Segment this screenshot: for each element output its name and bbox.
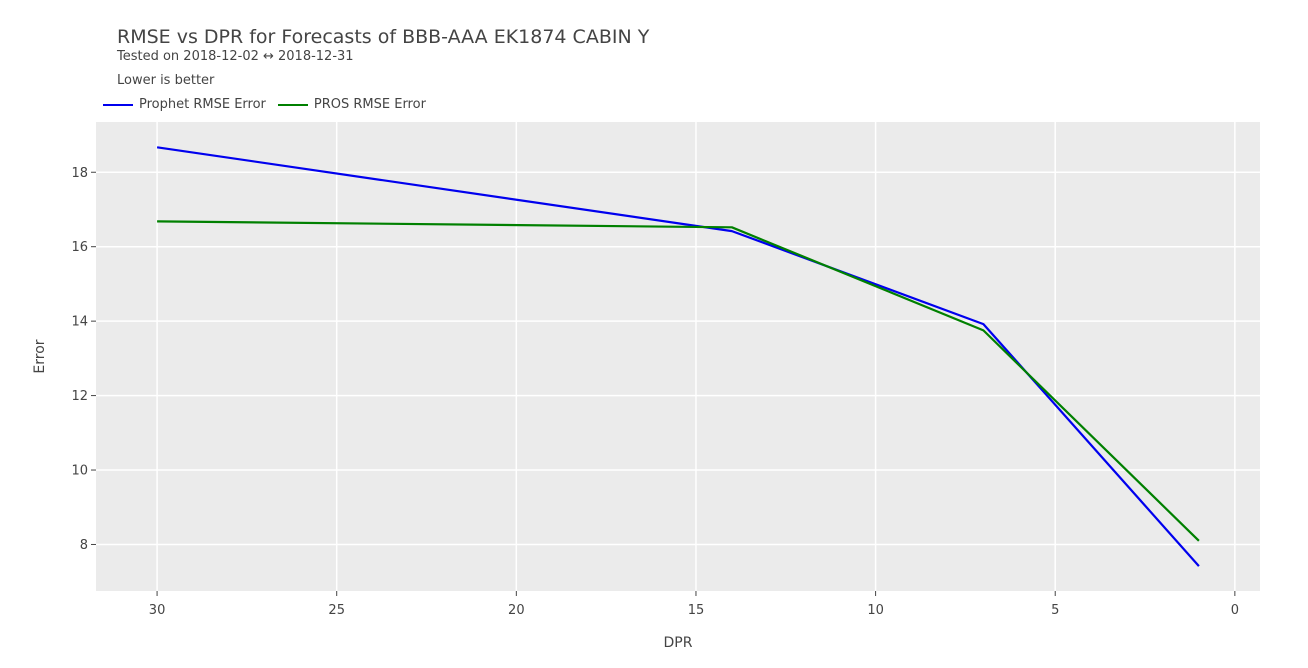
x-tick-label: 20 xyxy=(508,603,525,618)
legend-item-pros[interactable]: PROS RMSE Error xyxy=(277,97,426,112)
axis-ticks: 30 25 20 15 10 5 0 8 10 12 14 16 18 xyxy=(71,166,1239,618)
y-tick-label: 10 xyxy=(71,464,88,479)
x-tick-label: 10 xyxy=(867,603,884,618)
legend-swatch-prophet xyxy=(103,103,133,106)
x-tick-label: 5 xyxy=(1051,603,1059,618)
y-tick-label: 12 xyxy=(71,389,88,404)
legend-label-prophet: Prophet RMSE Error xyxy=(139,97,266,112)
legend-swatch-pros xyxy=(277,103,308,106)
y-axis-label: Error xyxy=(32,339,48,373)
data-point-1-3[interactable] xyxy=(1193,535,1205,547)
data-point-0-3[interactable] xyxy=(1193,560,1205,572)
data-point-1-1[interactable] xyxy=(726,221,738,233)
x-axis-label: DPR xyxy=(664,635,693,651)
x-tick-label: 15 xyxy=(688,603,705,618)
chart-annotation: Lower is better xyxy=(117,73,215,88)
legend-label-pros: PROS RMSE Error xyxy=(313,97,426,112)
series-line-0[interactable] xyxy=(156,146,1200,567)
y-tick-label: 16 xyxy=(71,240,88,255)
data-point-0-0[interactable] xyxy=(151,141,163,153)
chart-title: RMSE vs DPR for Forecasts of BBB-AAA EK1… xyxy=(117,26,650,48)
series-lines xyxy=(151,141,1205,572)
plot-area[interactable] xyxy=(96,122,1260,591)
y-tick-label: 14 xyxy=(71,315,88,330)
y-tick-label: 18 xyxy=(71,166,88,181)
x-tick-label: 25 xyxy=(328,603,345,618)
data-point-1-0[interactable] xyxy=(151,215,163,227)
legend: Prophet RMSE Error PROS RMSE Error xyxy=(103,97,438,112)
y-tick-label: 8 xyxy=(80,538,88,553)
x-tick-label: 0 xyxy=(1231,603,1239,618)
legend-item-prophet[interactable]: Prophet RMSE Error xyxy=(103,97,266,112)
chart-subtitle: Tested on 2018-12-02 ↔ 2018-12-31 xyxy=(117,49,354,64)
data-point-1-2[interactable] xyxy=(977,324,989,336)
x-tick-label: 30 xyxy=(149,603,166,618)
series-line-1[interactable] xyxy=(157,220,1200,542)
